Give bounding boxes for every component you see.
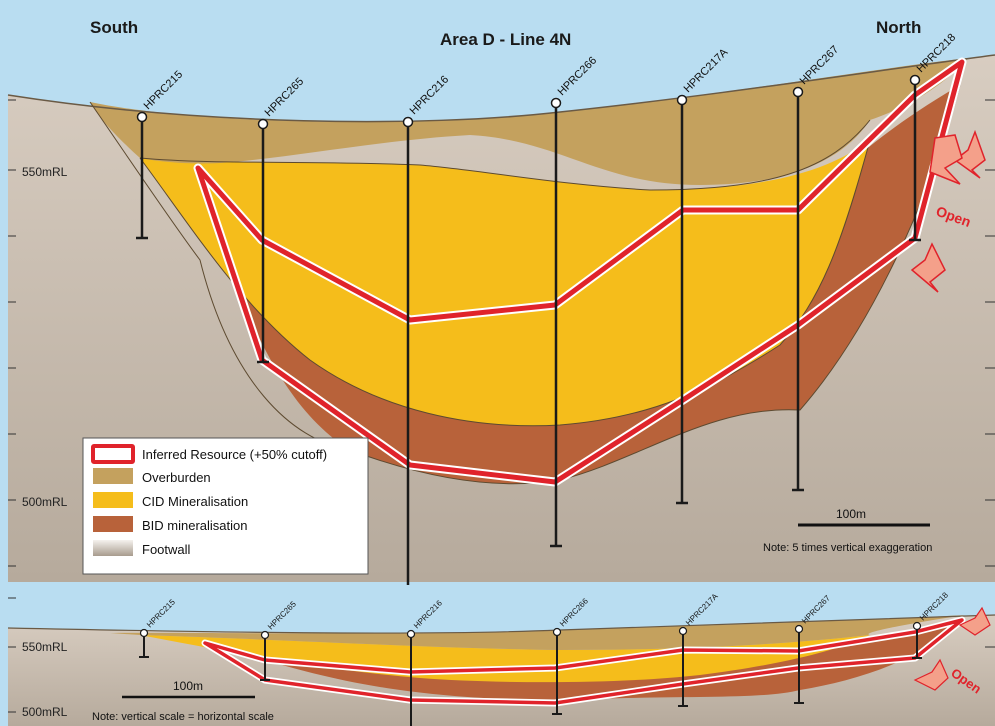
legend-label-overburden: Overburden bbox=[142, 470, 211, 485]
upper-section: 550mRL 500mRL HPRC2 bbox=[7, 18, 995, 585]
overburden-layer bbox=[90, 58, 968, 185]
open-arrow-icon bbox=[910, 242, 946, 293]
open-arrow-icon bbox=[953, 129, 986, 179]
legend-swatch-footwall bbox=[93, 540, 133, 556]
right-ticks bbox=[985, 99, 995, 567]
section-title: Area D - Line 4N bbox=[440, 30, 571, 49]
legend-label-bid: BID mineralisation bbox=[142, 518, 248, 533]
scale-note-upper: Note: 5 times vertical exaggeration bbox=[763, 542, 932, 554]
scale-note-lower: Note: vertical scale = horizontal scale bbox=[92, 711, 274, 723]
open-arrow-icon bbox=[929, 134, 963, 185]
legend: Inferred Resource (+50% cutoff) Overburd… bbox=[82, 437, 369, 575]
ground-surface-lower bbox=[7, 614, 995, 634]
scale-label-lower: 100m bbox=[173, 679, 203, 693]
contact-line bbox=[139, 119, 871, 191]
resource-outline bbox=[195, 59, 965, 485]
resource-outline-lower bbox=[203, 618, 964, 705]
elev-550-label-lower: 550mRL bbox=[22, 640, 68, 654]
open-arrow-icon bbox=[958, 606, 991, 636]
open-arrow-icon bbox=[913, 658, 949, 691]
bid-layer-lower bbox=[215, 620, 965, 700]
left-ticks bbox=[8, 99, 16, 567]
legend-swatch-cid bbox=[93, 492, 133, 508]
collars-upper bbox=[136, 74, 921, 130]
drillholes-upper bbox=[136, 80, 921, 585]
ground-surface bbox=[7, 54, 995, 123]
legend-label-footwall: Footwall bbox=[142, 542, 191, 557]
lower-section: 550mRL 500mRL HPRC215 HPRC265 HPRC216 HP… bbox=[0, 590, 995, 726]
panel-divider bbox=[0, 585, 995, 591]
elev-500-label: 500mRL bbox=[22, 495, 68, 509]
legend-label-resource: Inferred Resource (+50% cutoff) bbox=[142, 447, 327, 462]
legend-swatch-overburden bbox=[93, 468, 133, 484]
contact-line bbox=[89, 84, 961, 485]
cid-layer-lower bbox=[140, 635, 870, 683]
collars-lower bbox=[139, 621, 922, 640]
elev-550-label: 550mRL bbox=[22, 165, 68, 179]
legend-label-cid: CID Mineralisation bbox=[142, 494, 248, 509]
south-label: South bbox=[90, 18, 138, 37]
legend-swatch-bid bbox=[93, 516, 133, 532]
scale-label-upper: 100m bbox=[836, 507, 866, 521]
drillholes-lower bbox=[139, 626, 922, 726]
elev-500-label-lower: 500mRL bbox=[22, 705, 68, 719]
north-label: North bbox=[876, 18, 921, 37]
legend-swatch-resource bbox=[91, 444, 135, 464]
left-ticks-lower bbox=[8, 597, 995, 713]
overburden-layer-lower bbox=[110, 615, 965, 650]
